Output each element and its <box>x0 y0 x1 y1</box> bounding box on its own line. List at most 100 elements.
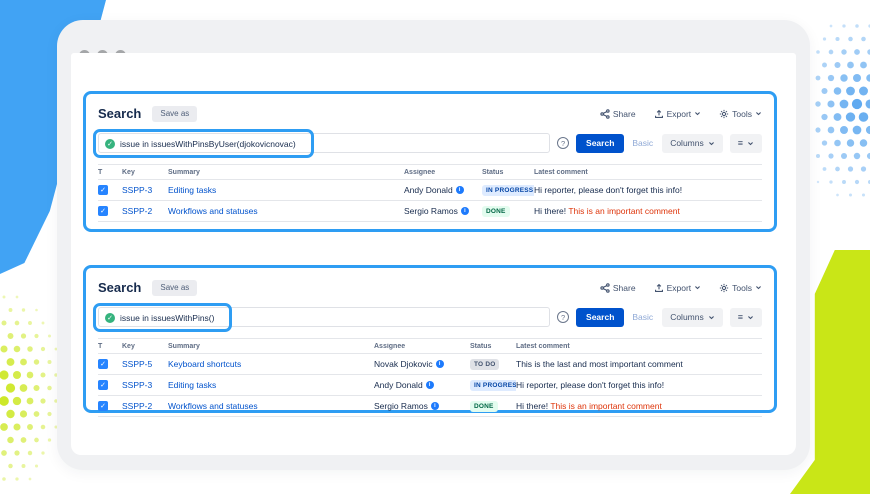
user-info-icon[interactable]: i <box>435 360 444 368</box>
issue-key-link[interactable]: SSPP-3 <box>122 380 153 390</box>
share-label: Share <box>612 108 636 119</box>
comment-highlight-text: This is an important comment <box>550 401 662 411</box>
user-info-icon[interactable]: i <box>430 402 439 410</box>
assignee-cell: Andy Donald i <box>374 380 470 390</box>
header-actions: Share Export Tools <box>600 109 762 119</box>
page-title: Search <box>98 280 142 295</box>
panel-header: Search Save as Share Export Tools <box>98 278 762 297</box>
issue-key-link[interactable]: SSPP-2 <box>122 401 153 411</box>
assignee-name: Novak Djokovic <box>374 359 433 369</box>
user-info-icon[interactable]: i <box>455 186 464 194</box>
task-type-icon: ✓ <box>98 185 108 195</box>
share-button[interactable]: Share <box>600 283 636 293</box>
issue-summary-link[interactable]: Workflows and statuses <box>168 401 258 411</box>
chevron-down-icon <box>694 285 701 290</box>
issue-summary-link[interactable]: Editing tasks <box>168 380 217 390</box>
gear-icon <box>719 283 729 293</box>
type-cell: ✓ <box>98 401 122 411</box>
search-panel: Search Save as Share Export Tools <box>83 265 777 417</box>
column-header-type[interactable]: T <box>98 342 103 350</box>
search-button[interactable]: Search <box>576 307 625 327</box>
export-label: Export <box>666 108 692 119</box>
query-highlight-box: ✓ issue in issuesWithPinsByUser(djokovic… <box>93 129 314 158</box>
save-as-button[interactable]: Save as <box>152 105 198 122</box>
column-header-status[interactable]: Status <box>470 342 492 350</box>
comment-highlight-text: This is an important comment <box>568 206 680 216</box>
column-header-latest-comment[interactable]: Latest comment <box>534 168 588 176</box>
task-type-icon: ✓ <box>98 401 108 411</box>
issue-key-link[interactable]: SSPP-3 <box>122 185 153 195</box>
basic-mode-link[interactable]: Basic <box>632 138 654 148</box>
basic-mode-link[interactable]: Basic <box>632 312 654 322</box>
status-badge: DONE <box>470 401 498 412</box>
export-icon <box>654 283 664 293</box>
chevron-down-icon <box>747 138 754 148</box>
table-body: ✓ SSPP-5 Keyboard shortcuts Novak Djokovic i… <box>98 354 762 417</box>
jql-search-input[interactable]: ✓ issue in issuesWithPins() <box>93 303 551 332</box>
user-info-icon[interactable]: i <box>425 381 434 389</box>
share-button[interactable]: Share <box>600 109 636 119</box>
table-row[interactable]: ✓ SSPP-3 Editing tasks Andy Donald i IN PROGR… <box>98 180 762 201</box>
valid-query-icon: ✓ <box>105 138 115 149</box>
search-button[interactable]: Search <box>576 133 625 153</box>
table-row[interactable]: ✓ SSPP-2 Workflows and statuses Sergio Ramo… <box>98 396 762 417</box>
syntax-help-icon[interactable]: ? <box>557 137 570 149</box>
comment-text: Hi there! <box>534 206 569 216</box>
tools-button[interactable]: Tools <box>719 283 762 293</box>
search-panel: Search Save as Share Export Tools <box>83 91 777 232</box>
task-type-icon: ✓ <box>98 206 108 216</box>
column-header-type[interactable]: T <box>98 168 103 176</box>
status-cell: DONE <box>482 205 534 217</box>
column-header-latest-comment[interactable]: Latest comment <box>516 342 570 350</box>
save-as-button[interactable]: Save as <box>152 279 198 296</box>
table-row[interactable]: ✓ SSPP-3 Editing tasks Andy Donald i IN PROGR… <box>98 375 762 396</box>
issue-summary-link[interactable]: Editing tasks <box>168 185 217 195</box>
gear-icon <box>719 109 729 119</box>
column-header-summary[interactable]: Summary <box>168 342 200 350</box>
table-row[interactable]: ✓ SSPP-5 Keyboard shortcuts Novak Djokovic i… <box>98 354 762 375</box>
browser-window: Search Save as Share Export Tools <box>57 20 810 470</box>
status-badge: IN PROGRESS <box>482 185 534 196</box>
columns-label: Columns <box>670 312 704 322</box>
columns-dropdown[interactable]: Columns <box>662 133 723 153</box>
jql-search-input[interactable]: ✓ issue in issuesWithPinsByUser(djokovic… <box>93 129 551 158</box>
status-badge: IN PROGRESS <box>470 380 516 391</box>
issue-key-link[interactable]: SSPP-5 <box>122 359 153 369</box>
export-button[interactable]: Export <box>654 109 702 119</box>
chevron-down-icon <box>747 312 754 322</box>
issue-table: T Key Summary Assignee Status Latest com… <box>98 164 762 222</box>
tools-label: Tools <box>732 282 752 293</box>
chevron-down-icon <box>708 138 715 148</box>
latest-comment-cell: Hi there! This is an important comment <box>534 206 762 216</box>
export-button[interactable]: Export <box>654 283 702 293</box>
tools-button[interactable]: Tools <box>719 109 762 119</box>
chevron-down-icon <box>694 111 701 116</box>
assignee-cell: Andy Donald i <box>404 185 482 195</box>
columns-dropdown[interactable]: Columns <box>662 307 723 327</box>
view-options-dropdown[interactable]: ≡ <box>729 307 762 327</box>
list-view-icon: ≡ <box>737 311 743 322</box>
issue-summary-link[interactable]: Keyboard shortcuts <box>168 359 242 369</box>
table-row[interactable]: ✓ SSPP-2 Workflows and statuses Sergio Ramo… <box>98 201 762 222</box>
chevron-down-icon <box>755 285 762 290</box>
column-header-key[interactable]: Key <box>122 168 135 176</box>
share-icon <box>600 282 610 293</box>
column-header-summary[interactable]: Summary <box>168 168 200 176</box>
syntax-help-icon[interactable]: ? <box>557 311 570 323</box>
query-row: ✓ issue in issuesWithPins() ? Search Bas… <box>93 303 762 332</box>
column-header-status[interactable]: Status <box>482 168 504 176</box>
page-title: Search <box>98 106 142 121</box>
issue-summary-link[interactable]: Workflows and statuses <box>168 206 258 216</box>
export-icon <box>654 109 664 119</box>
user-info-icon[interactable]: i <box>460 207 469 215</box>
view-options-dropdown[interactable]: ≡ <box>729 133 762 153</box>
column-header-assignee[interactable]: Assignee <box>374 342 406 350</box>
assignee-cell: Novak Djokovic i <box>374 359 470 369</box>
chevron-down-icon <box>755 111 762 116</box>
issue-key-link[interactable]: SSPP-2 <box>122 206 153 216</box>
query-row: ✓ issue in issuesWithPinsByUser(djokovic… <box>93 129 762 158</box>
column-header-assignee[interactable]: Assignee <box>404 168 436 176</box>
latest-comment-cell: This is the last and most important comm… <box>516 359 762 369</box>
column-header-key[interactable]: Key <box>122 342 135 350</box>
jql-query-text: issue in issuesWithPinsByUser(djokovicno… <box>120 138 296 149</box>
